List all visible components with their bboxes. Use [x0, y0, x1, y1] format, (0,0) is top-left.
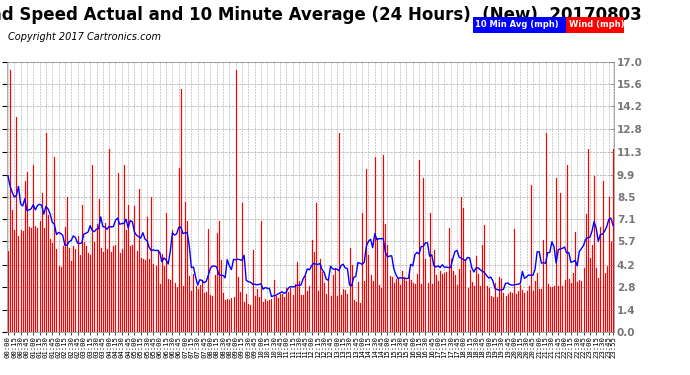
Text: Wind Speed Actual and 10 Minute Average (24 Hours)  (New)  20170803: Wind Speed Actual and 10 Minute Average … — [0, 6, 642, 24]
Text: 10 Min Avg (mph): 10 Min Avg (mph) — [475, 20, 559, 29]
Text: Copyright 2017 Cartronics.com: Copyright 2017 Cartronics.com — [8, 32, 161, 42]
Text: Wind (mph): Wind (mph) — [569, 20, 624, 29]
